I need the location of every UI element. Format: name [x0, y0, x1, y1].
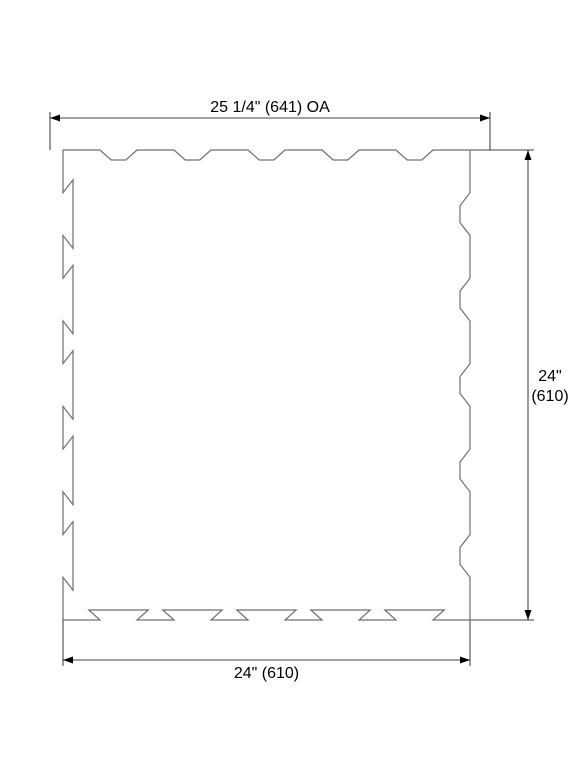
- svg-text:25 1/4" (641) OA: 25 1/4" (641) OA: [210, 99, 330, 116]
- svg-text:24" (610): 24" (610): [234, 665, 299, 682]
- svg-text:(610): (610): [531, 388, 568, 405]
- dimension-lines: [50, 112, 534, 666]
- tile-outline: [63, 150, 470, 620]
- technical-drawing: 25 1/4" (641) OA 24" (610) 24" (610): [0, 0, 578, 770]
- svg-text:24": 24": [538, 368, 561, 385]
- dimension-labels: 25 1/4" (641) OA 24" (610) 24" (610): [210, 99, 568, 682]
